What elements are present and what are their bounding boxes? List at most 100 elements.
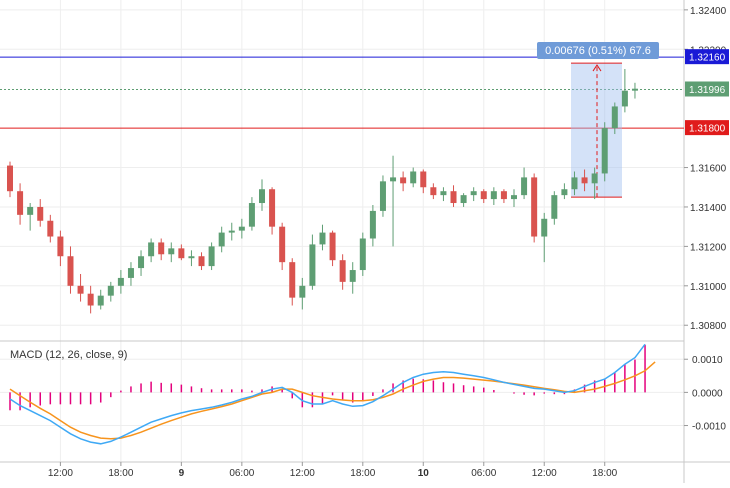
measure-arrow-head [592,64,602,72]
candle [500,189,507,204]
candle-body [27,206,34,215]
candle-body [269,189,276,227]
candle-body [470,191,477,196]
candle [158,238,165,261]
candle [611,102,618,135]
candle-body [168,248,175,255]
candle [47,214,54,243]
candle-body [359,238,366,271]
candle [228,222,235,241]
candle [400,171,407,192]
candle-body [521,177,528,196]
price-tick-label: 1.32400 [690,6,727,17]
candle-body [430,187,437,196]
candle [349,262,356,294]
candle [87,285,94,314]
candle [571,171,578,196]
candle-body [551,195,558,219]
candle [7,161,13,198]
candle [248,197,255,231]
candle [379,175,386,217]
candle-body [611,106,618,129]
candlestick-series [7,68,638,314]
candle-body [188,256,195,259]
candle [521,167,528,200]
candle [541,212,548,263]
candle [369,204,376,247]
candle [259,179,265,211]
price-label-text-red: 1.31800 [689,124,726,135]
candle-body [17,191,24,215]
candle-body [228,230,235,233]
candle [148,238,155,263]
price-label-red [685,120,729,136]
candle [581,169,588,192]
candle-body [208,246,215,267]
candle-body [500,191,507,200]
candle-body [410,171,417,184]
candle-body [117,277,124,286]
candle-body [531,177,538,237]
candle [359,232,366,276]
candle [309,234,316,290]
candle-body [148,242,155,257]
candle [480,189,487,204]
candle-body [349,270,356,282]
candle-body [259,189,265,204]
candle-body [127,268,134,278]
time-tick-label: 18:00 [350,468,375,479]
price-tick-label: 1.31600 [690,164,727,175]
time-tick-label: 06:00 [471,468,496,479]
candle-body [591,173,598,184]
candle [299,277,306,310]
price-label-text-blue: 1.32160 [689,53,726,64]
candle-body [158,242,165,255]
candle [188,250,195,267]
candle [511,189,517,207]
candle-body [77,285,84,294]
candle [430,183,437,200]
candle [138,250,145,276]
candle-body [581,177,588,184]
candle [390,155,397,247]
candle [450,185,457,207]
macd-pane [9,343,656,445]
candle [77,273,84,302]
candle [67,246,74,294]
candle [238,218,245,239]
candle [107,281,114,302]
time-tick-label: 18:00 [592,468,617,479]
candle-body [178,248,185,259]
price-tick-label: 1.31200 [690,242,727,253]
candle [17,183,24,225]
price-label-blue [685,49,729,65]
macd-title[interactable]: MACD (12, 26, close, 9) [10,349,127,361]
candle [420,169,427,194]
macd-tick-label: -0.0010 [692,422,726,433]
time-axis[interactable]: 12:00 18:00 9 06:00 12:00 18:00 10 06:00 12:00 18… [48,462,618,479]
candle-body [571,177,578,190]
candle [561,183,568,200]
candle-body [561,189,568,196]
time-tick-label: 10 [418,468,430,479]
price-axis[interactable]: 1.324001.322001.316001.314001.312001.310… [684,6,729,433]
price-tick-label: 1.31000 [690,282,727,293]
candle-body [440,191,447,196]
candle [37,199,44,227]
candle [460,193,467,207]
candle-body [511,195,517,200]
measure-label-box [537,42,659,59]
candle [470,187,477,202]
measure-label: 0.00676 (0.51%) 67.6 [545,45,651,57]
candle-body [57,236,64,257]
macd-tick-label: 0.0000 [692,388,723,399]
candle-body [47,220,54,237]
candle-body [238,226,245,231]
candle [591,167,598,200]
time-tick-label: 12:00 [48,468,73,479]
macd-line [9,343,646,445]
candle-body [420,171,427,188]
candle-body [299,285,306,298]
candle-body [480,191,487,200]
